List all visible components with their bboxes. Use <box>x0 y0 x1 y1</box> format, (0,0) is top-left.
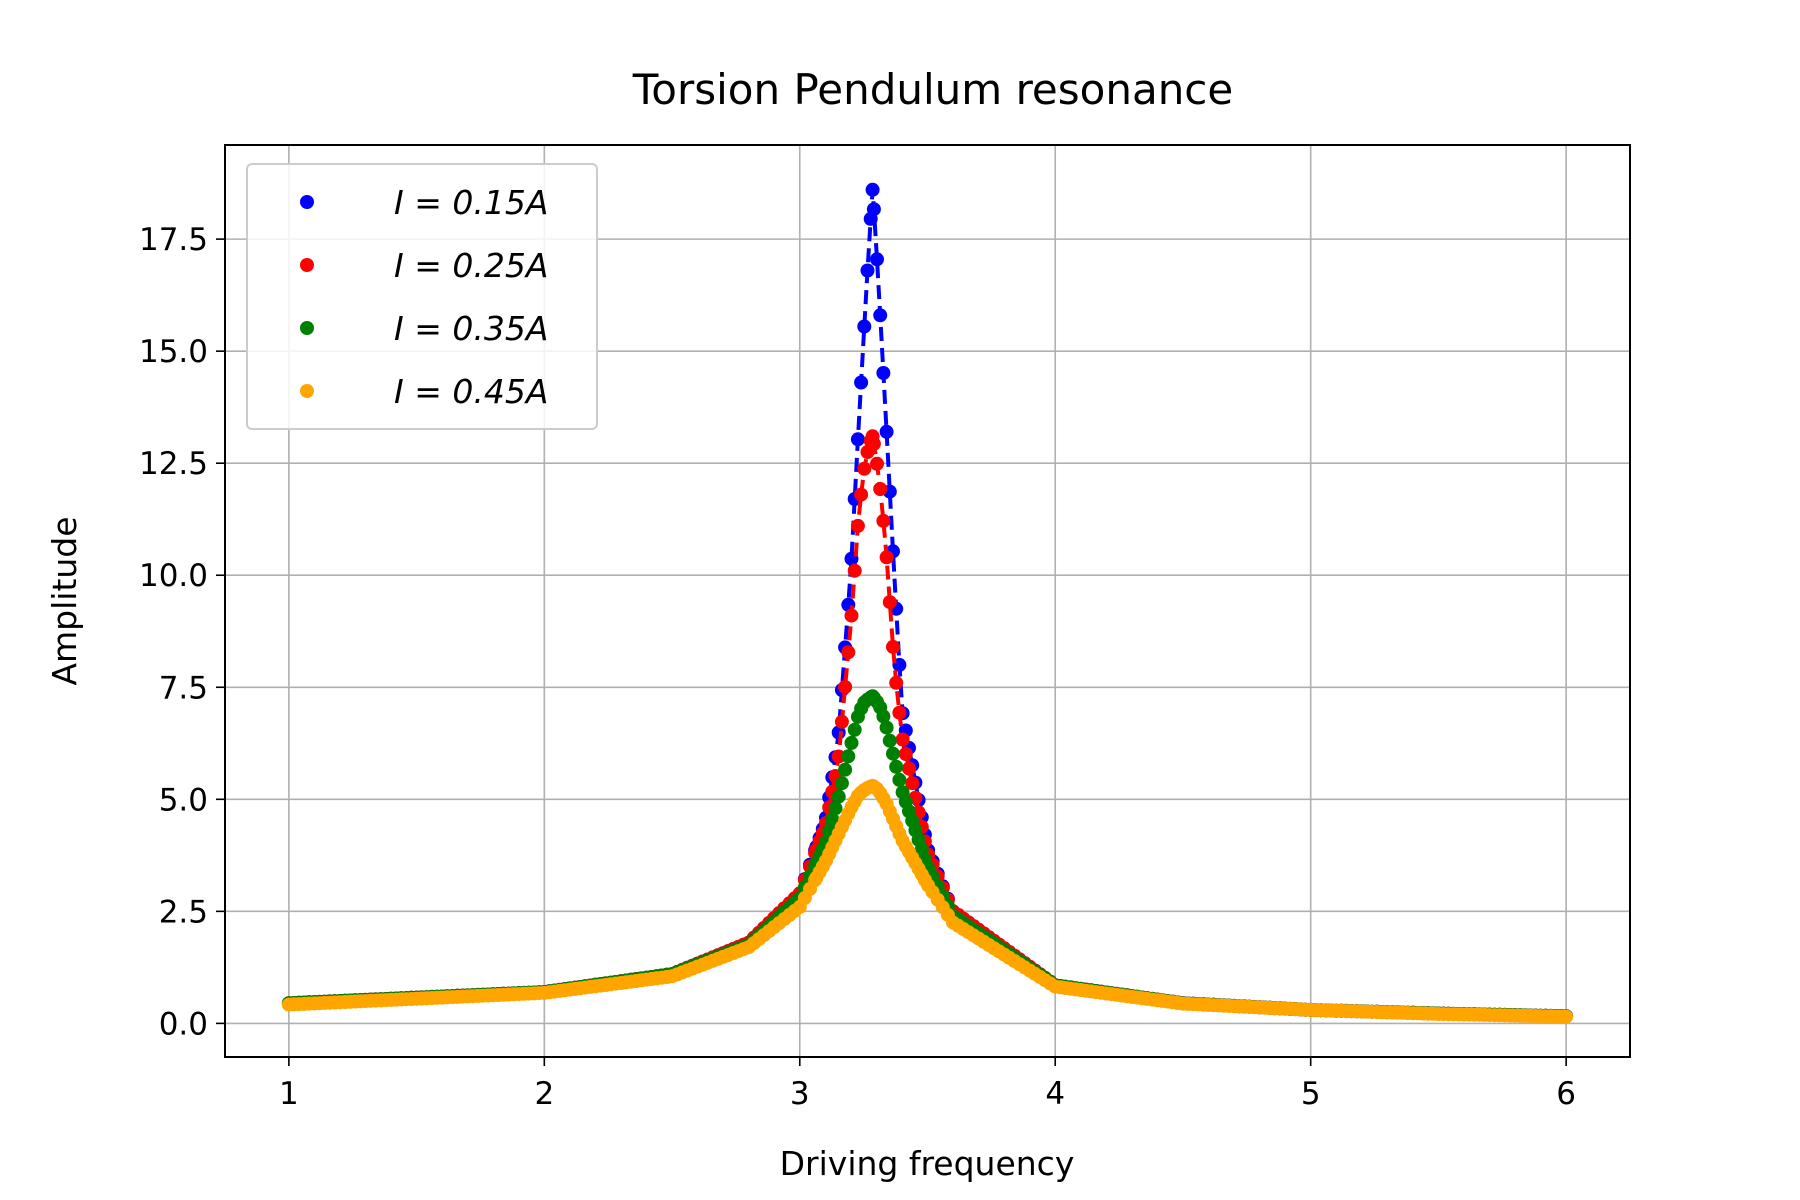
legend: I = 0.15A I = 0.25A I = 0.35A I = 0.45A <box>246 163 598 430</box>
data-point <box>870 252 884 267</box>
data-point <box>860 263 875 278</box>
data-point <box>838 762 853 777</box>
data-point <box>838 680 853 694</box>
legend-label: I = 0.25A <box>394 246 548 285</box>
data-point <box>876 366 891 380</box>
y-tick-label: 5.0 <box>159 782 208 818</box>
data-point <box>857 319 872 334</box>
data-point <box>882 595 897 610</box>
data-point <box>866 436 881 451</box>
legend-marker <box>300 195 314 209</box>
data-point <box>898 747 913 761</box>
legend-label: I = 0.35A <box>394 309 548 348</box>
y-axis-label: Amplitude <box>45 516 84 685</box>
x-tick-label: 5 <box>1301 1076 1321 1112</box>
y-tick-label: 10.0 <box>139 558 208 594</box>
legend-marker <box>300 321 314 335</box>
data-point <box>879 720 894 735</box>
data-point <box>850 432 865 447</box>
data-point <box>879 550 894 565</box>
data-point <box>865 182 880 197</box>
data-point <box>873 308 888 323</box>
y-tick-label: 12.5 <box>139 446 208 482</box>
plot-frame <box>224 144 1631 1058</box>
legend-box <box>246 163 598 430</box>
data-point <box>866 202 881 217</box>
y-tick-label: 15.0 <box>139 334 208 370</box>
data-point <box>831 789 846 804</box>
data-point <box>876 709 891 724</box>
data-point <box>854 487 869 502</box>
x-tick-label: 1 <box>279 1076 299 1112</box>
series-layer <box>281 182 1574 1024</box>
data-point <box>876 513 891 528</box>
data-point <box>841 749 856 764</box>
data-point <box>889 759 904 774</box>
data-point <box>886 746 900 761</box>
legend-label: I = 0.15A <box>394 183 548 222</box>
data-point <box>882 733 897 748</box>
data-point <box>834 714 849 729</box>
data-point <box>847 563 862 578</box>
legend-marker <box>300 384 314 398</box>
data-point <box>879 424 894 439</box>
x-tick-label: 2 <box>534 1076 554 1112</box>
data-point <box>1559 1009 1574 1024</box>
data-point <box>828 801 843 816</box>
x-tick-label: 6 <box>1556 1076 1576 1112</box>
data-point <box>905 776 920 791</box>
data-point <box>886 639 900 654</box>
legend-marker <box>300 258 314 272</box>
data-point <box>841 645 856 660</box>
chart-title: Torsion Pendulum resonance <box>632 65 1234 114</box>
data-point <box>825 812 840 827</box>
data-point <box>895 732 910 747</box>
x-tick-label: 3 <box>790 1076 810 1112</box>
y-tick-label: 17.5 <box>139 222 208 258</box>
data-point <box>892 705 907 720</box>
data-point <box>902 761 916 776</box>
y-tick-label: 0.0 <box>159 1006 208 1042</box>
data-point <box>834 776 849 791</box>
data-point <box>857 461 872 476</box>
data-point <box>870 456 884 471</box>
data-point <box>889 675 904 690</box>
data-point <box>873 482 888 496</box>
x-axis-label: Driving frequency <box>780 1144 1075 1183</box>
data-point <box>844 608 859 623</box>
data-point <box>850 518 865 533</box>
data-point <box>844 735 859 750</box>
data-point <box>847 722 862 737</box>
legend-label: I = 0.45A <box>394 372 548 411</box>
x-tick-label: 4 <box>1045 1076 1065 1112</box>
grid <box>225 145 1630 1057</box>
ticks: 1 2 3 4 5 6 0.0 2.5 5.0 7.5 10.0 12.5 15.0 17.5 <box>139 222 1576 1112</box>
series-3 <box>281 778 1574 1024</box>
y-tick-label: 7.5 <box>159 670 208 706</box>
data-point <box>892 772 907 787</box>
y-tick-label: 2.5 <box>159 894 208 930</box>
data-point <box>854 375 869 390</box>
